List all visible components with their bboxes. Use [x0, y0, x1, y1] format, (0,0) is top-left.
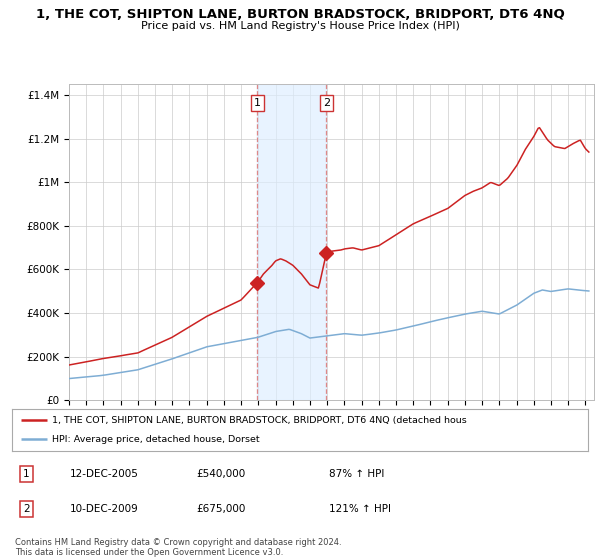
Bar	[257, 84, 326, 400]
Text: 12-DEC-2005: 12-DEC-2005	[70, 469, 139, 479]
Text: Contains HM Land Registry data © Crown copyright and database right 2024.
This d: Contains HM Land Registry data © Crown c…	[15, 538, 341, 557]
Text: 1, THE COT, SHIPTON LANE, BURTON BRADSTOCK, BRIDPORT, DT6 4NQ (detached hous: 1, THE COT, SHIPTON LANE, BURTON BRADSTO…	[52, 416, 467, 424]
Text: 10-DEC-2009: 10-DEC-2009	[70, 504, 139, 514]
Text: HPI: Average price, detached house, Dorset: HPI: Average price, detached house, Dors…	[52, 435, 260, 444]
Text: 1: 1	[254, 98, 261, 108]
Text: 2: 2	[323, 98, 330, 108]
Text: Price paid vs. HM Land Registry's House Price Index (HPI): Price paid vs. HM Land Registry's House …	[140, 21, 460, 31]
Text: £675,000: £675,000	[196, 504, 245, 514]
Text: 1, THE COT, SHIPTON LANE, BURTON BRADSTOCK, BRIDPORT, DT6 4NQ: 1, THE COT, SHIPTON LANE, BURTON BRADSTO…	[35, 8, 565, 21]
Text: 87% ↑ HPI: 87% ↑ HPI	[329, 469, 384, 479]
Text: £540,000: £540,000	[196, 469, 245, 479]
Text: 1: 1	[23, 469, 30, 479]
Text: 2: 2	[23, 504, 30, 514]
Text: 121% ↑ HPI: 121% ↑ HPI	[329, 504, 391, 514]
